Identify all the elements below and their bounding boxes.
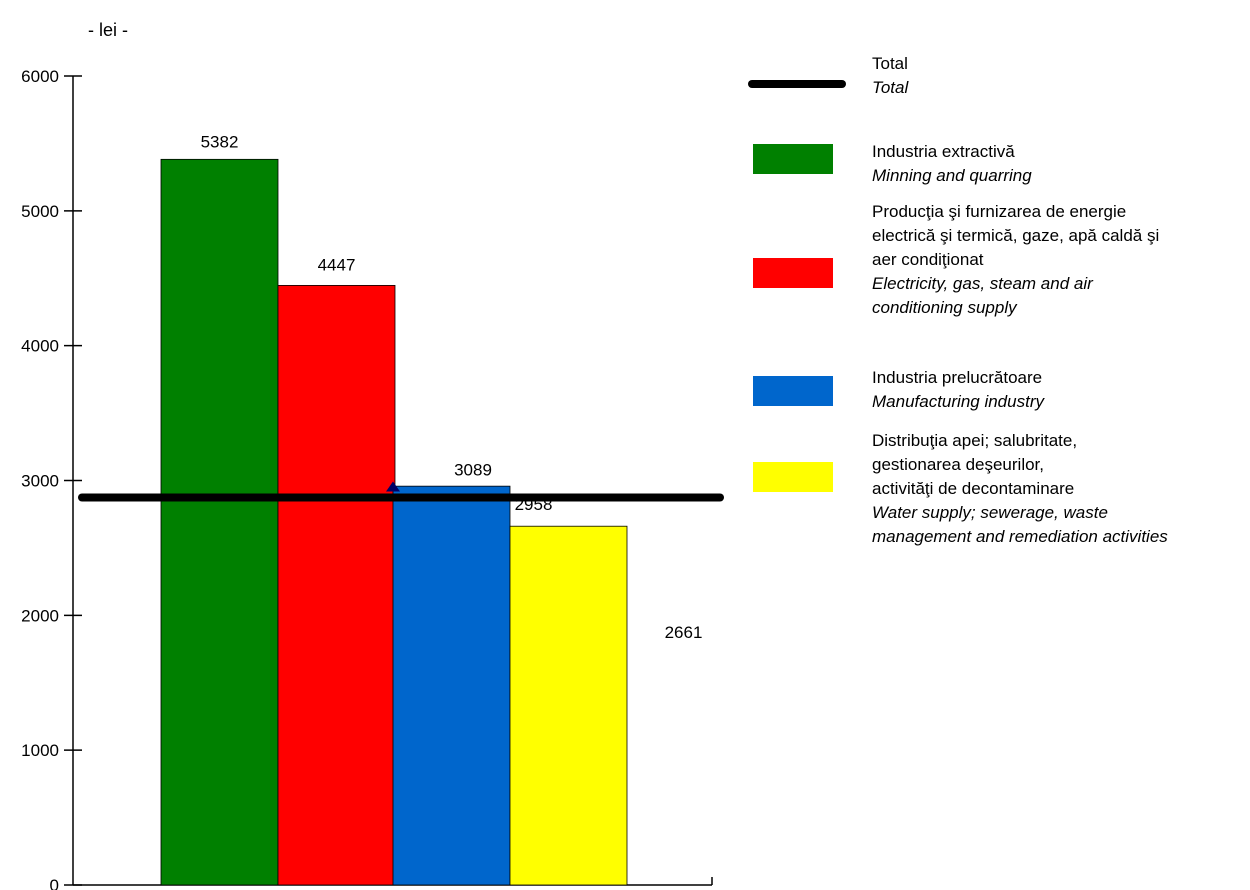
y-tick-label: 5000 xyxy=(21,202,59,221)
legend-swatch xyxy=(753,376,833,406)
y-axis: 0 1000 2000 3000 4000 5000 6000 xyxy=(21,67,713,890)
y-tick-label: 0 xyxy=(50,876,59,890)
legend-text: Industria extractivă Minning and quarring xyxy=(872,140,1032,188)
legend-label-en: Electricity, gas, steam and air xyxy=(872,274,1093,293)
unit-label: - lei - xyxy=(88,20,128,40)
bar xyxy=(277,284,396,886)
legend-text: Distribuţia apei; salubritate, gestionare… xyxy=(872,429,1168,549)
bar-value-label: 5382 xyxy=(201,132,239,151)
legend-label-en: conditioning supply xyxy=(872,298,1017,317)
bar-value-label: 4447 xyxy=(318,255,356,274)
y-tick-label: 6000 xyxy=(21,67,59,86)
legend-label-ro: Distribuţia apei; salubritate, xyxy=(872,431,1078,450)
total-line-group: 3089 xyxy=(78,460,724,502)
legend-label-en: management and remediation activities xyxy=(872,527,1168,546)
total-marker xyxy=(386,481,400,492)
legend-swatch xyxy=(753,462,833,492)
bar xyxy=(160,158,279,886)
legend-label-en: Minning and quarring xyxy=(872,166,1032,185)
y-tick-label: 3000 xyxy=(21,472,59,491)
legend-text: Total Total xyxy=(872,52,908,100)
legend-label-en: Water supply; sewerage, waste xyxy=(872,503,1108,522)
legend-text: Producţia şi furnizarea de energie electr… xyxy=(872,200,1159,320)
legend-label-ro: Industria prelucrătoare xyxy=(872,368,1043,387)
legend-label-ro: Producţia şi furnizarea de energie xyxy=(872,202,1127,221)
y-tick-label: 2000 xyxy=(21,606,59,625)
bar-value-label: 2661 xyxy=(665,623,703,642)
y-tick-label: 1000 xyxy=(21,741,59,760)
legend-label-ro: Industria extractivă xyxy=(872,142,1015,161)
legend-label-ro: activităţi de decontaminare xyxy=(872,479,1075,498)
y-tick-label: 4000 xyxy=(21,337,59,356)
legend-swatch xyxy=(753,144,833,174)
legend-label-en: Total xyxy=(872,78,909,97)
legend-swatch xyxy=(748,80,846,88)
legend-label-ro: gestionarea deşeurilor, xyxy=(872,455,1045,474)
legend-text: Industria prelucrătoare Manufacturing ind… xyxy=(872,366,1044,414)
legend-swatch xyxy=(753,258,833,288)
legend-label-ro: aer condiţionat xyxy=(872,250,984,269)
bar xyxy=(509,525,628,886)
total-value-label: 3089 xyxy=(454,460,492,479)
legend-label-ro: Total xyxy=(872,54,908,73)
legend-label-ro: electrică şi termică, gaze, apă caldă şi xyxy=(872,226,1160,245)
legend-label-en: Manufacturing industry xyxy=(872,392,1044,411)
bar xyxy=(392,485,511,886)
